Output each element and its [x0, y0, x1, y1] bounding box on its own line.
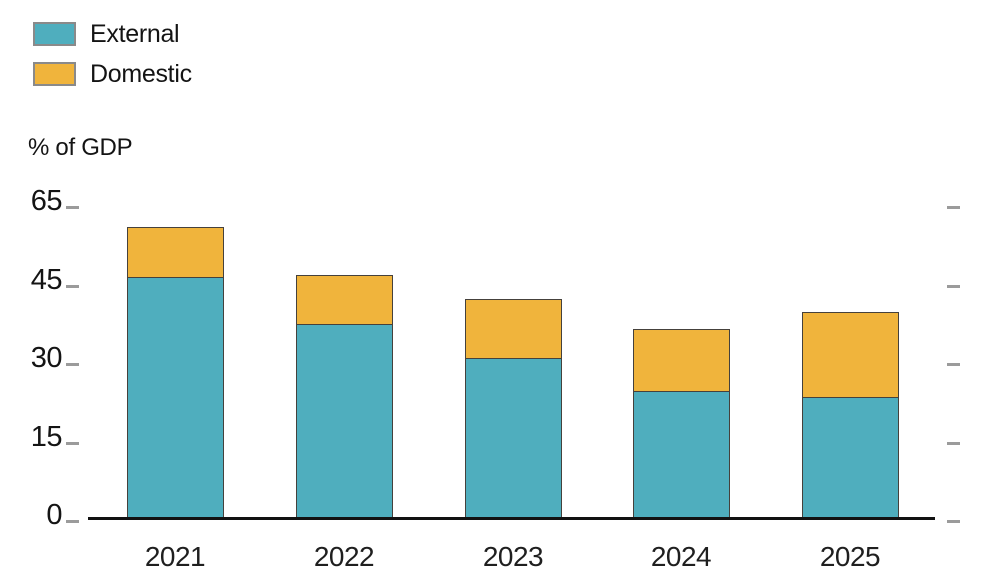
y-tick-dash-right: [947, 206, 960, 209]
bar-segment-external: [126, 277, 224, 518]
x-axis-label: 2024: [650, 541, 712, 572]
y-tick-dash-left: [66, 206, 79, 209]
legend-label-domestic: Domestic: [90, 59, 192, 88]
external-swatch-icon: [33, 22, 76, 46]
y-tick-label: 30: [30, 342, 63, 374]
bar-segment-domestic: [801, 312, 899, 398]
y-tick-label: 0: [46, 499, 62, 531]
y-tick-dash-left: [66, 520, 79, 523]
y-tick-dash-right: [947, 285, 960, 288]
x-axis-label: 2021: [144, 541, 206, 572]
bar-segment-external: [801, 397, 899, 518]
x-axis-label: 2025: [819, 541, 881, 572]
bar-segment-external: [295, 324, 393, 518]
legend-item-domestic: Domestic: [33, 60, 192, 88]
y-tick-dash-right: [947, 363, 960, 366]
x-axis-label: 2022: [313, 541, 375, 572]
bar-segment-external: [632, 392, 730, 518]
bar-segment-domestic: [126, 227, 224, 278]
y-tick-dash-left: [66, 285, 79, 288]
y-tick-label: 45: [30, 264, 63, 296]
x-axis-line: [88, 517, 935, 520]
y-tick-label: 15: [30, 421, 63, 453]
y-tick-dash-right: [947, 520, 960, 523]
bar-segment-domestic: [632, 329, 730, 393]
bar-segment-domestic: [295, 274, 393, 325]
domestic-swatch-icon: [33, 62, 76, 86]
y-tick-dash-right: [947, 442, 960, 445]
legend-item-external: External: [33, 20, 180, 48]
bar-segment-external: [464, 359, 562, 518]
y-tick-label: 65: [30, 185, 63, 217]
legend-label-external: External: [90, 19, 180, 48]
y-tick-dash-left: [66, 363, 79, 366]
y-axis-unit-label: % of GDP: [28, 134, 133, 161]
x-axis-label: 2023: [482, 541, 544, 572]
y-tick-dash-left: [66, 442, 79, 445]
bar-segment-domestic: [464, 299, 562, 360]
